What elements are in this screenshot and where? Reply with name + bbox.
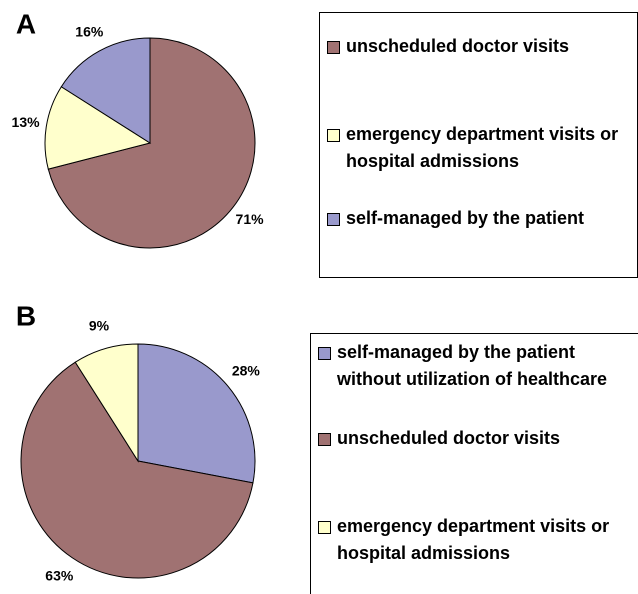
legend-swatch	[318, 347, 331, 360]
legend-label: self-managed by the patient	[346, 208, 585, 228]
legend-swatch	[327, 41, 340, 54]
legend-swatch	[327, 213, 340, 226]
data-label: 9%	[89, 317, 110, 333]
legend-label: unscheduled doctor visits	[346, 36, 570, 56]
data-label: 71%	[236, 211, 265, 227]
pie-slice	[20, 361, 254, 579]
pie-slice	[74, 343, 139, 463]
data-label: 16%	[75, 23, 104, 39]
panel-label: A	[16, 8, 36, 39]
pie-slice	[60, 37, 151, 144]
legend	[310, 333, 638, 594]
pie-slice	[44, 86, 152, 170]
pie-slice	[137, 343, 256, 484]
data-label: 63%	[45, 567, 74, 583]
legend-swatch	[318, 521, 331, 534]
legend-label: emergency department visits or hospital …	[346, 124, 619, 171]
data-label: 13%	[12, 114, 41, 130]
legend-swatch	[327, 129, 340, 142]
pie-slice	[47, 37, 256, 249]
legend	[319, 12, 638, 278]
legend-label: emergency department visits or hospital …	[337, 516, 610, 563]
legend-label: self-managed by the patient without util…	[337, 342, 607, 389]
data-label: 28%	[232, 362, 261, 378]
legend-label: unscheduled doctor visits	[337, 428, 561, 448]
panel-label: B	[16, 300, 36, 331]
legend-swatch	[318, 433, 331, 446]
